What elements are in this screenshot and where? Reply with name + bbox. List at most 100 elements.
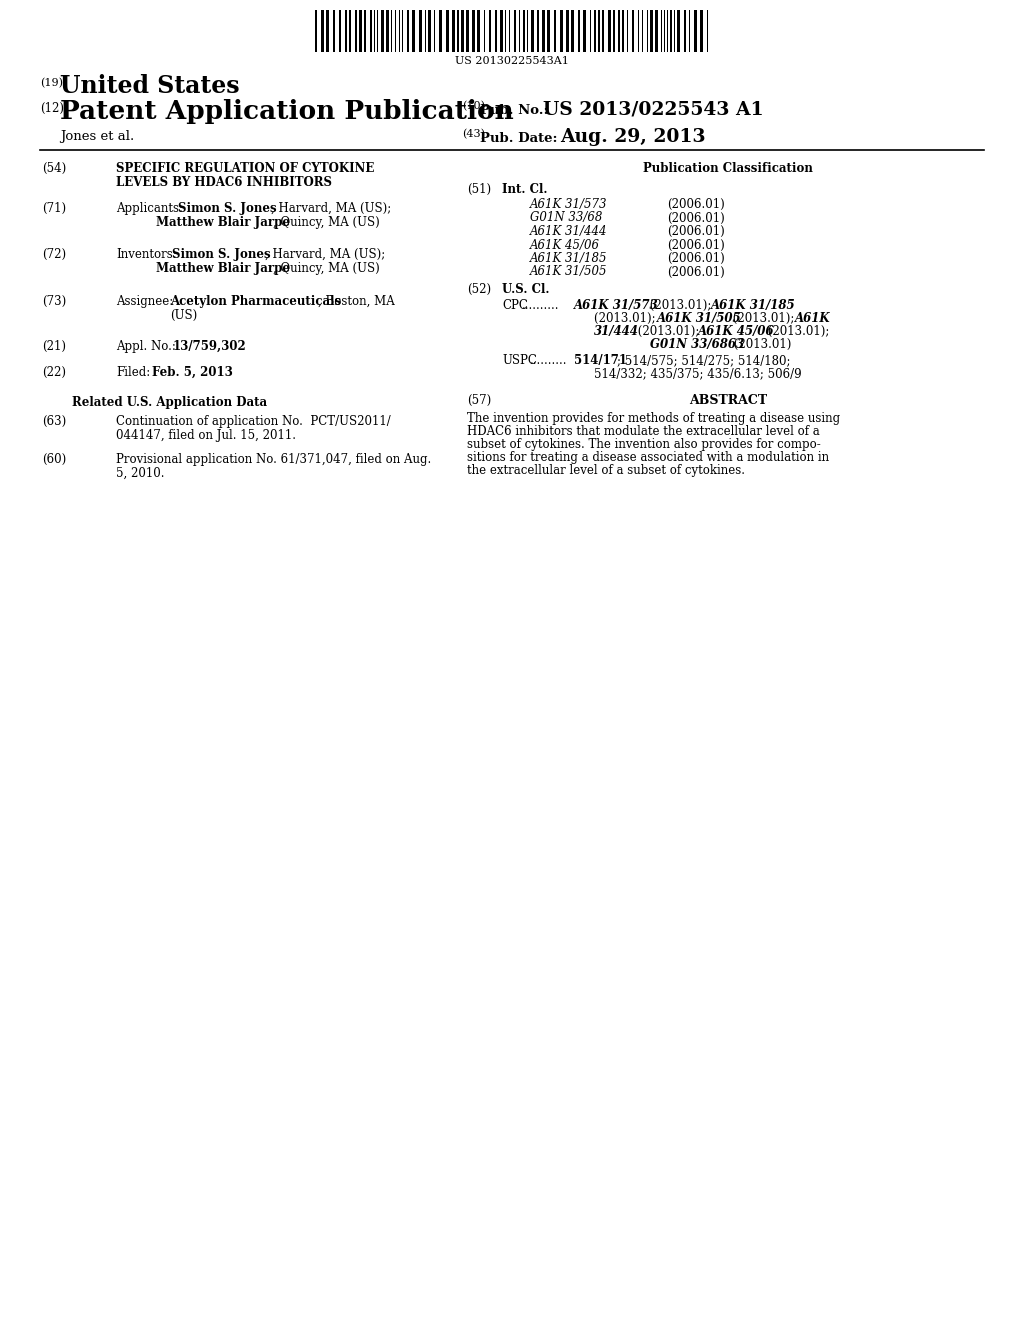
Text: CPC: CPC bbox=[502, 300, 528, 312]
Text: (10): (10) bbox=[462, 102, 485, 111]
Text: A61K 45/06: A61K 45/06 bbox=[698, 325, 774, 338]
Bar bbox=[355, 11, 357, 51]
Text: (2006.01): (2006.01) bbox=[667, 252, 725, 265]
Text: (US): (US) bbox=[170, 309, 198, 322]
Bar bbox=[632, 11, 634, 51]
Text: United States: United States bbox=[60, 74, 240, 98]
Bar bbox=[650, 11, 653, 51]
Text: G01N 33/68: G01N 33/68 bbox=[530, 211, 602, 224]
Text: A61K: A61K bbox=[795, 312, 830, 325]
Text: (54): (54) bbox=[42, 162, 67, 176]
Text: Feb. 5, 2013: Feb. 5, 2013 bbox=[152, 366, 232, 379]
Bar bbox=[514, 11, 516, 51]
Text: USPC: USPC bbox=[502, 354, 537, 367]
Text: Publication Classification: Publication Classification bbox=[643, 162, 813, 176]
Bar bbox=[321, 11, 324, 51]
Text: Inventors:: Inventors: bbox=[116, 248, 177, 261]
Text: ..........: .......... bbox=[522, 300, 559, 312]
Text: (43): (43) bbox=[462, 129, 485, 140]
Text: Matthew Blair Jarpe: Matthew Blair Jarpe bbox=[156, 216, 290, 228]
Text: (2013.01): (2013.01) bbox=[730, 338, 792, 351]
Bar bbox=[466, 11, 469, 51]
Text: 044147, filed on Jul. 15, 2011.: 044147, filed on Jul. 15, 2011. bbox=[116, 429, 296, 442]
Text: A61K 31/573: A61K 31/573 bbox=[530, 198, 607, 211]
Text: 13/759,302: 13/759,302 bbox=[173, 341, 247, 352]
Text: ..........: .......... bbox=[530, 354, 567, 367]
Bar bbox=[684, 11, 686, 51]
Bar bbox=[345, 11, 347, 51]
Text: (52): (52) bbox=[467, 282, 492, 296]
Bar bbox=[542, 11, 545, 51]
Text: (12): (12) bbox=[40, 102, 63, 115]
Bar bbox=[700, 11, 703, 51]
Text: (2006.01): (2006.01) bbox=[667, 265, 725, 279]
Text: (63): (63) bbox=[42, 414, 67, 428]
Text: (21): (21) bbox=[42, 341, 66, 352]
Text: Jones et al.: Jones et al. bbox=[60, 129, 134, 143]
Text: LEVELS BY HDAC6 INHIBITORS: LEVELS BY HDAC6 INHIBITORS bbox=[116, 176, 332, 189]
Bar bbox=[523, 11, 525, 51]
Bar bbox=[457, 11, 459, 51]
Text: 31/444: 31/444 bbox=[594, 325, 639, 338]
Text: (2013.01);: (2013.01); bbox=[729, 312, 798, 325]
Bar bbox=[452, 11, 455, 51]
Bar bbox=[315, 11, 317, 51]
Bar bbox=[613, 11, 615, 51]
Text: HDAC6 inhibitors that modulate the extracellular level of a: HDAC6 inhibitors that modulate the extra… bbox=[467, 425, 820, 438]
Bar bbox=[694, 11, 697, 51]
Text: Pub. No.:: Pub. No.: bbox=[480, 104, 549, 117]
Text: A61K 31/185: A61K 31/185 bbox=[530, 252, 607, 265]
Bar bbox=[622, 11, 624, 51]
Text: 514/171: 514/171 bbox=[574, 354, 627, 367]
Text: A61K 45/06: A61K 45/06 bbox=[530, 239, 600, 252]
Text: The invention provides for methods of treating a disease using: The invention provides for methods of tr… bbox=[467, 412, 840, 425]
Bar bbox=[359, 11, 362, 51]
Text: subset of cytokines. The invention also provides for compo-: subset of cytokines. The invention also … bbox=[467, 438, 821, 451]
Text: Int. Cl.: Int. Cl. bbox=[502, 183, 548, 195]
Bar bbox=[571, 11, 574, 51]
Bar bbox=[407, 11, 409, 51]
Bar bbox=[608, 11, 611, 51]
Bar bbox=[677, 11, 680, 51]
Text: 5, 2010.: 5, 2010. bbox=[116, 467, 165, 480]
Text: (2006.01): (2006.01) bbox=[667, 198, 725, 211]
Text: Matthew Blair Jarpe: Matthew Blair Jarpe bbox=[156, 261, 290, 275]
Text: (2006.01): (2006.01) bbox=[667, 224, 725, 238]
Text: Filed:: Filed: bbox=[116, 366, 151, 379]
Text: A61K 31/444: A61K 31/444 bbox=[530, 224, 607, 238]
Text: Simon S. Jones: Simon S. Jones bbox=[178, 202, 276, 215]
Bar bbox=[560, 11, 563, 51]
Text: , Quincy, MA (US): , Quincy, MA (US) bbox=[273, 216, 380, 228]
Text: (2006.01): (2006.01) bbox=[667, 211, 725, 224]
Text: (57): (57) bbox=[467, 393, 492, 407]
Text: , Harvard, MA (US);: , Harvard, MA (US); bbox=[265, 248, 385, 261]
Text: U.S. Cl.: U.S. Cl. bbox=[502, 282, 550, 296]
Text: A61K 31/505: A61K 31/505 bbox=[530, 265, 607, 279]
Text: (22): (22) bbox=[42, 366, 66, 379]
Text: ABSTRACT: ABSTRACT bbox=[689, 393, 767, 407]
Text: Related U.S. Application Data: Related U.S. Application Data bbox=[73, 396, 267, 409]
Bar bbox=[419, 11, 422, 51]
Bar bbox=[554, 11, 556, 51]
Text: , Harvard, MA (US);: , Harvard, MA (US); bbox=[271, 202, 391, 215]
Text: Acetylon Pharmaceuticals: Acetylon Pharmaceuticals bbox=[170, 294, 341, 308]
Bar bbox=[598, 11, 600, 51]
Bar bbox=[566, 11, 569, 51]
Text: (19): (19) bbox=[40, 78, 63, 88]
Text: (60): (60) bbox=[42, 453, 67, 466]
Text: Aug. 29, 2013: Aug. 29, 2013 bbox=[560, 128, 706, 147]
Bar bbox=[349, 11, 351, 51]
Text: Applicants:: Applicants: bbox=[116, 202, 183, 215]
Bar bbox=[670, 11, 672, 51]
Text: SPECIFIC REGULATION OF CYTOKINE: SPECIFIC REGULATION OF CYTOKINE bbox=[116, 162, 375, 176]
Bar bbox=[386, 11, 389, 51]
Bar bbox=[339, 11, 341, 51]
Bar bbox=[489, 11, 490, 51]
Text: ; 514/575; 514/275; 514/180;: ; 514/575; 514/275; 514/180; bbox=[617, 354, 791, 367]
Bar bbox=[500, 11, 503, 51]
Bar bbox=[333, 11, 335, 51]
Bar bbox=[364, 11, 366, 51]
Bar bbox=[594, 11, 596, 51]
Text: (2013.01);: (2013.01); bbox=[764, 325, 829, 338]
Bar bbox=[583, 11, 586, 51]
